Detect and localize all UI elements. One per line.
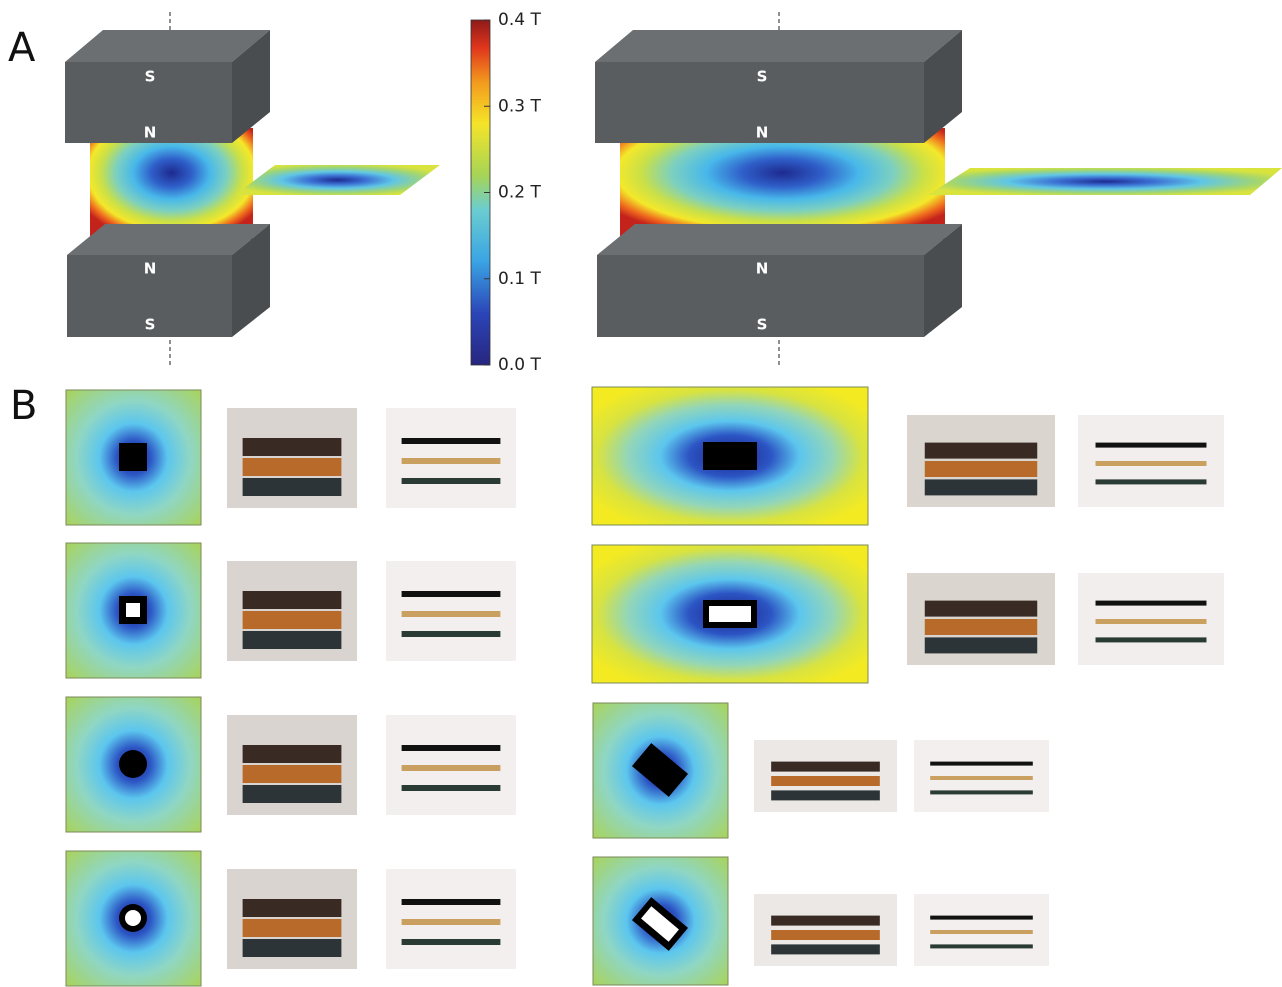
field-plane (928, 168, 1282, 195)
sample-layer (924, 442, 1038, 459)
sample-layer (930, 790, 1033, 795)
magnet-side (924, 30, 962, 143)
sample-layer (1095, 637, 1207, 643)
sample-layer (242, 611, 342, 629)
magnet (67, 255, 232, 337)
sample-layer (401, 785, 501, 791)
sample-layer (242, 478, 342, 496)
sample-group (631, 897, 689, 951)
sample-layer (771, 915, 880, 926)
field-map (620, 128, 945, 240)
sample-layer (771, 944, 880, 955)
sample-layer (242, 899, 342, 917)
colorbar-label: 0.1 T (498, 269, 541, 289)
sample-layer (930, 915, 1033, 920)
sample-layer (401, 745, 501, 751)
sample-layer (771, 761, 880, 772)
magnet (595, 62, 924, 143)
sample-layer (242, 765, 342, 783)
field-map (65, 850, 202, 987)
pole-label: S (145, 316, 156, 334)
magnet-side (232, 30, 270, 143)
sample-layer (242, 591, 342, 609)
colorbar-ticks: 0.4 T 0.3 T 0.2 T 0.1 T 0.0 T (484, 10, 541, 375)
magnet-top (597, 224, 962, 255)
field-plane (235, 165, 440, 195)
sample-layer (924, 461, 1038, 477)
magnet (65, 62, 232, 143)
magnet-top (67, 224, 270, 255)
sample-layer (401, 458, 501, 464)
sample-group (631, 743, 689, 797)
sample-layer (771, 776, 880, 786)
sample-layer (924, 600, 1038, 617)
magnet (597, 255, 924, 337)
pole-label: N (756, 124, 769, 142)
sample-layer (1095, 600, 1207, 606)
sample-layer (1095, 442, 1207, 448)
sample-layer (401, 591, 501, 597)
sample-layer (401, 765, 501, 771)
colorbar-label: 0.0 T (498, 355, 541, 375)
sample-layer (242, 438, 342, 456)
sample-layer (930, 944, 1033, 949)
panel-label: A (8, 25, 36, 71)
sample-layer (242, 458, 342, 476)
panel-b (65, 386, 1224, 987)
field-map (90, 128, 253, 240)
sample-layer (771, 930, 880, 940)
sample-layer (930, 761, 1033, 766)
panel-label: B (10, 383, 37, 429)
sample-layer (401, 939, 501, 945)
sample (631, 743, 689, 797)
sample-layer (924, 637, 1038, 654)
sample-layer (401, 438, 501, 444)
pole-label: N (144, 260, 157, 278)
sample-hole (126, 603, 140, 617)
sample-layer (401, 478, 501, 484)
sample-layer (930, 930, 1033, 934)
sample-layer (1095, 461, 1207, 466)
pole-label: S (145, 68, 156, 86)
sample-layer (401, 611, 501, 617)
colorbar-label: 0.4 T (498, 10, 541, 30)
sample-layer (242, 785, 342, 803)
sample (119, 750, 147, 778)
pole-label: S (757, 316, 768, 334)
sample-layer (924, 619, 1038, 635)
pole-label: N (144, 124, 157, 142)
sample-hole (641, 906, 679, 942)
sample-layer (242, 919, 342, 937)
pole-label: S (757, 68, 768, 86)
sample-layer (1095, 479, 1207, 485)
sample (703, 442, 757, 470)
sample-layer (242, 745, 342, 763)
sample-layer (771, 790, 880, 801)
sample-hole (125, 910, 141, 926)
sample-layer (1095, 619, 1207, 624)
magnet-top (65, 30, 270, 62)
magnet-side (232, 224, 270, 337)
sample-layer (930, 776, 1033, 780)
magnet-top (595, 30, 962, 62)
magnet-assembly: S N N S (65, 12, 440, 368)
colorbar-label: 0.2 T (498, 183, 541, 203)
magnet-side (924, 224, 962, 337)
sample-layer (401, 919, 501, 925)
sample (119, 443, 147, 471)
sample-layer (924, 479, 1038, 496)
pole-label: N (756, 260, 769, 278)
sample-hole (709, 606, 751, 622)
sample-layer (242, 939, 342, 957)
colorbar-label: 0.3 T (498, 96, 541, 116)
magnet-assembly: S N N S (595, 12, 1282, 368)
sample-layer (401, 631, 501, 637)
sample-layer (242, 631, 342, 649)
sample-layer (401, 899, 501, 905)
